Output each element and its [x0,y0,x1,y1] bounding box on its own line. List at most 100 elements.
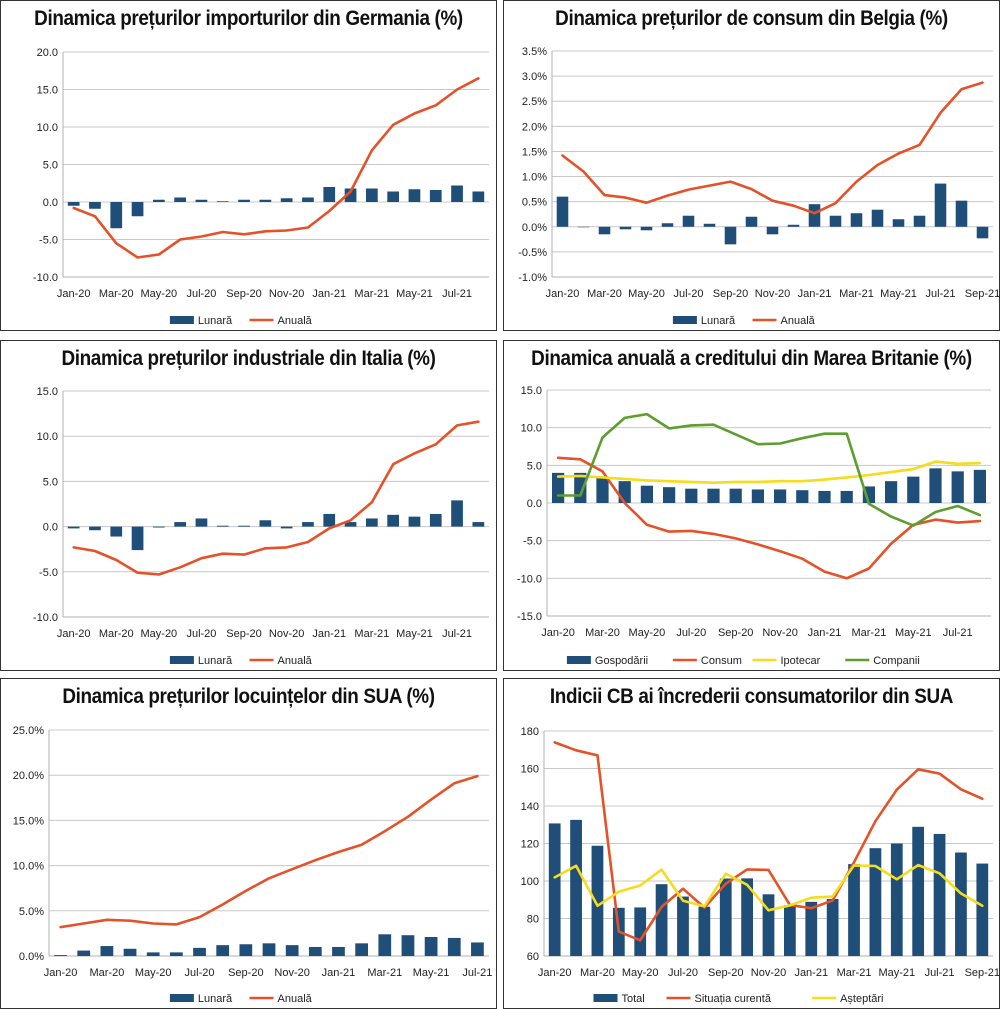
bar [123,948,137,956]
bar [848,864,860,956]
bar [146,952,160,956]
bar [662,487,676,503]
bar [729,488,742,503]
bar [195,199,208,202]
bar [869,848,882,956]
bar [640,485,654,503]
x-tick-label: Mar-21 [354,288,389,300]
legend-label: Situația curentă [695,993,772,1005]
legend-swatch [169,656,194,664]
y-tick-label: -10.0 [33,272,58,284]
y-tick-label: 120 [521,839,539,851]
bar [976,226,989,239]
bar [933,833,946,956]
x-tick-label: May-20 [628,288,665,300]
legend-label: Ipotecar [781,655,821,667]
x-tick-label: May-21 [880,288,917,300]
series-line-Așteptări [553,863,984,912]
x-tick-label: Nov-20 [274,967,309,979]
bar [871,209,884,227]
chart-title: Dinamica prețurilor locuințelor din SUA … [62,685,435,708]
y-tick-label: 5.0% [19,906,44,918]
bar [280,526,293,529]
bar [259,520,272,527]
bar [973,469,987,503]
x-tick-label: Jan-20 [57,628,91,640]
bar [703,223,716,227]
y-tick-label: 0.0 [43,197,58,209]
x-tick-label: Jan-21 [312,288,346,300]
x-tick-label: Jan-21 [808,627,842,639]
bar [955,200,968,227]
x-tick-label: Jul-20 [186,288,216,300]
x-tick-label: Mar-20 [89,967,124,979]
bar [618,481,631,503]
y-tick-label: 20.0 [37,47,58,59]
legend-label: Anuală [781,315,816,327]
y-tick-label: 10.0 [521,423,542,435]
chart-plot: -10.0 -5.0 0.0 5.0 10.0 15.0 20.0 Jan-20 Mar-20 M… [33,47,489,327]
x-tick-label: Jan-20 [546,288,580,300]
bar [174,522,187,527]
bar [796,490,809,503]
bar [884,481,898,503]
bar [216,201,229,202]
y-tick-label: 10.0 [37,431,58,443]
x-tick-label: Mar-21 [851,627,886,639]
bar [365,518,378,527]
legend-label: Anuală [278,655,313,667]
x-tick-label: May-20 [622,967,659,979]
chart-plot: 60 80 100 120 140 160 180 Jan-20 Mar-20 May-20 Jul… [521,726,1000,1005]
bar [152,199,165,202]
series-line-Ipotecar [556,460,982,484]
bar [344,522,357,527]
bar [596,476,609,503]
bar [239,944,253,956]
y-tick-label: 15.0 [521,385,542,397]
bar [472,522,485,527]
x-tick-label: May-21 [878,967,915,979]
x-tick-label: Mar-21 [839,288,874,300]
bar [570,819,582,956]
y-tick-label: 2.5% [522,96,547,108]
y-tick-label: -15.0 [517,611,542,623]
y-tick-label: 0.0 [527,498,542,510]
y-tick-label: 10.0 [37,122,58,134]
bar [365,188,378,202]
bar [89,526,101,531]
bar [100,946,114,956]
bar [195,518,208,527]
series-line-Anuală [72,77,480,259]
bar [401,935,415,956]
bar [54,955,67,956]
x-tick-label: Sep-20 [708,967,743,979]
y-tick-label: 1.0% [522,172,547,184]
bar [698,906,711,956]
x-tick-label: Jul-20 [676,627,706,639]
chart-panel-belgium: Dinamica prețurilor de consum din Belgia… [503,0,1000,331]
bar [682,215,695,227]
x-tick-label: May-21 [396,628,433,640]
x-tick-label: Jul-21 [926,288,956,300]
bar [302,197,314,202]
bar [355,943,368,956]
x-tick-label: Jul-21 [442,288,472,300]
x-tick-label: May-21 [895,627,932,639]
bar [619,226,632,230]
bar [577,226,590,228]
y-tick-label: 0.0 [43,522,58,534]
bar [955,852,967,956]
bar [193,947,206,956]
x-tick-label: May-21 [413,967,450,979]
bar [598,226,611,235]
series-line-Anuală [561,81,984,215]
x-tick-label: Nov-20 [269,628,304,640]
legend-label: Anuală [278,315,313,327]
chart-panel-usa-housing: Dinamica prețurilor locuințelor din SUA … [0,678,497,1009]
bar [787,224,800,227]
bar [332,946,345,956]
y-tick-label: -10.0 [33,612,58,624]
bar [934,183,947,227]
chart-plot: -10.0 -5.0 0.0 5.0 10.0 15.0 Jan-20 Mar-20 May-2… [33,386,489,667]
bar [976,863,989,956]
